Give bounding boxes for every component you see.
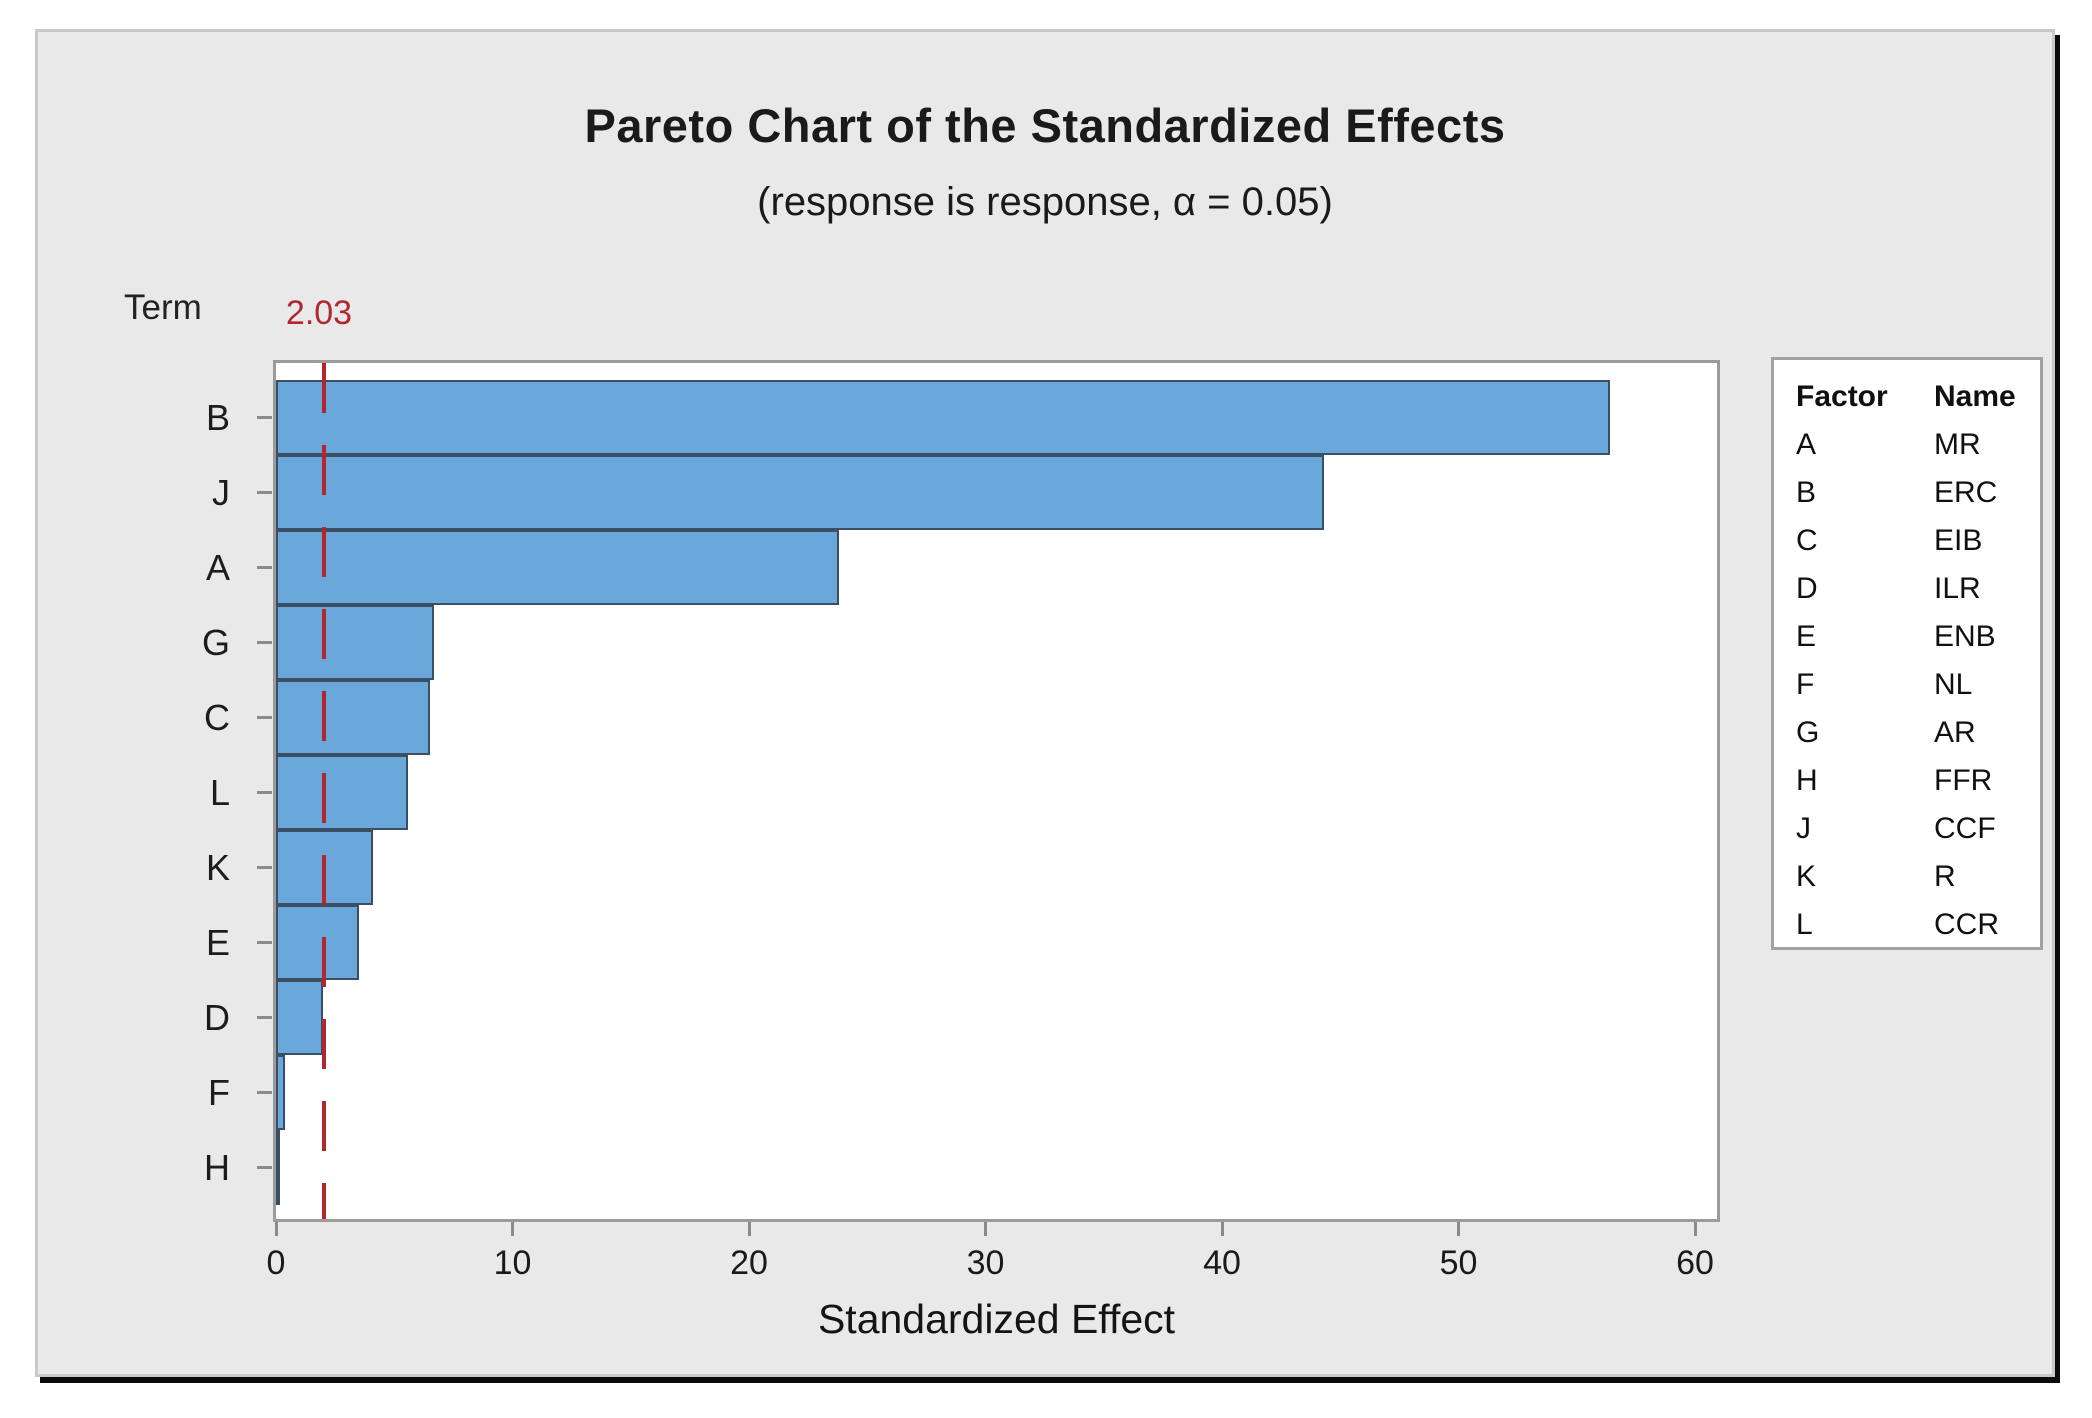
x-axis-title: Standardized Effect xyxy=(817,1296,1176,1342)
y-tick-H xyxy=(257,1166,272,1169)
legend-name: NL xyxy=(1934,668,1973,701)
bar-C xyxy=(276,680,430,755)
bar-G xyxy=(276,605,434,680)
y-tick-B xyxy=(257,416,272,419)
bar-L xyxy=(276,755,408,830)
legend-name: R xyxy=(1934,860,1956,893)
category-label-C: C xyxy=(204,696,230,738)
y-tick-L xyxy=(257,791,272,794)
category-label-E: E xyxy=(205,921,230,963)
legend-factor: A xyxy=(1796,428,1817,461)
category-label-G: G xyxy=(201,621,230,663)
legend-row-E: E ENB xyxy=(1774,613,2040,661)
x-tick-0 xyxy=(274,1222,278,1236)
category-label-B: B xyxy=(205,396,230,438)
x-tick-label-40: 40 xyxy=(1203,1244,1241,1282)
category-label-L: L xyxy=(209,771,230,813)
legend-factor: D xyxy=(1796,572,1818,605)
x-tick-label-60: 60 xyxy=(1676,1244,1714,1282)
x-tick-label-0: 0 xyxy=(266,1244,286,1282)
category-label-K: K xyxy=(205,846,230,888)
x-tick-20 xyxy=(747,1222,751,1236)
bar-H xyxy=(276,1130,280,1205)
category-label-A: A xyxy=(205,546,230,588)
bar-D xyxy=(276,980,323,1055)
bar-F xyxy=(276,1055,285,1130)
bar-B xyxy=(276,380,1610,455)
legend-factor: J xyxy=(1796,812,1811,845)
legend-factor: E xyxy=(1796,620,1817,653)
x-tick-50 xyxy=(1457,1222,1460,1236)
x-tick-30 xyxy=(984,1222,987,1236)
legend-factor: K xyxy=(1796,860,1817,893)
legend-name: MR xyxy=(1934,428,1981,461)
chart-title: Pareto Chart of the Standardized Effects xyxy=(584,99,1506,152)
legend-header-row: Factor Name xyxy=(1774,373,2040,421)
legend-row-H: H FFR xyxy=(1774,757,2040,805)
y-tick-K xyxy=(257,866,272,869)
legend-row-L: L CCR xyxy=(1774,901,2040,949)
y-tick-F xyxy=(257,1091,272,1094)
y-tick-E xyxy=(257,941,272,944)
plot-area xyxy=(273,360,1720,1222)
legend-box: Factor Name A MR B ERC C EIB D ILR E ENB F NL G AR H FF… xyxy=(1771,357,2043,950)
category-label-H: H xyxy=(204,1146,230,1188)
legend-row-F: F NL xyxy=(1774,661,2040,709)
y-tick-D xyxy=(257,1016,272,1019)
legend-name: ERC xyxy=(1934,476,1998,509)
y-tick-G xyxy=(257,641,272,644)
x-tick-label-30: 30 xyxy=(966,1244,1005,1282)
y-tick-C xyxy=(257,716,272,719)
legend-factor: C xyxy=(1796,524,1818,557)
legend-name: FFR xyxy=(1934,764,1993,797)
legend-factor: G xyxy=(1796,716,1820,749)
legend-row-A: A MR xyxy=(1774,421,2040,469)
legend-row-B: B ERC xyxy=(1774,469,2040,517)
category-label-F: F xyxy=(208,1071,230,1113)
legend-row-J: J CCF xyxy=(1774,805,2040,853)
legend-name: CCR xyxy=(1934,908,1999,941)
legend-header-name: Name xyxy=(1934,380,2016,413)
category-label-D: D xyxy=(204,996,230,1038)
legend-factor: L xyxy=(1796,908,1813,941)
legend-name: CCF xyxy=(1934,812,1996,845)
legend-factor: F xyxy=(1796,668,1815,701)
bar-E xyxy=(276,905,359,980)
chart-panel: Pareto Chart of the Standardized Effects… xyxy=(35,29,2055,1377)
bar-J xyxy=(276,455,1324,530)
legend-row-G: G AR xyxy=(1774,709,2040,757)
legend-name: AR xyxy=(1934,716,1976,749)
chart-subtitle: (response is response, α = 0.05) xyxy=(757,180,1333,224)
x-tick-10 xyxy=(511,1222,514,1236)
legend-factor: B xyxy=(1796,476,1817,509)
reference-line xyxy=(322,363,326,1219)
legend-row-D: D ILR xyxy=(1774,565,2040,613)
x-tick-label-10: 10 xyxy=(493,1244,532,1282)
x-tick-60 xyxy=(1693,1222,1697,1236)
category-label-J: J xyxy=(212,471,230,513)
y-tick-J xyxy=(257,491,272,494)
x-tick-label-20: 20 xyxy=(730,1244,768,1282)
x-tick-label-50: 50 xyxy=(1439,1244,1478,1282)
y-axis-title: Term xyxy=(124,288,202,327)
legend-row-C: C EIB xyxy=(1774,517,2040,565)
bar-A xyxy=(276,530,839,605)
legend-factor: H xyxy=(1796,764,1818,797)
legend-name: ILR xyxy=(1934,572,1981,605)
legend-header-factor: Factor xyxy=(1796,380,1888,413)
reference-line-label: 2.03 xyxy=(285,294,353,332)
legend-name: EIB xyxy=(1934,524,1983,557)
legend-name: ENB xyxy=(1934,620,1996,653)
x-tick-40 xyxy=(1220,1222,1224,1236)
y-tick-A xyxy=(257,566,272,569)
